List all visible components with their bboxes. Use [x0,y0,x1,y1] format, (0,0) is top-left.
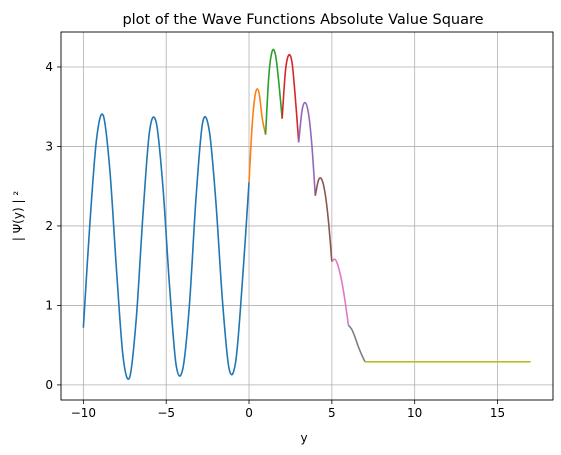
y-tick-label: 0 [45,378,53,392]
series-line-1 [82,113,250,380]
series-line-8 [347,324,366,363]
y-tick-label: 1 [45,298,53,312]
x-tick-label: −5 [157,406,175,420]
x-axis-label: y [300,431,307,445]
y-tick-label: 2 [45,219,53,233]
chart-title: plot of the Wave Functions Absolute Valu… [122,12,483,28]
series-line-4 [281,53,300,143]
series-line-5 [297,101,317,196]
x-tick-label: 0 [245,406,253,420]
y-tick-label: 3 [45,139,53,153]
series-line-2 [248,88,267,183]
y-tick-label: 4 [45,60,53,74]
x-tick-label: 15 [490,406,505,420]
axes-frame [60,31,554,401]
x-tick-label: 5 [328,406,336,420]
y-axis-label: | Ψ(y) | ² [11,191,25,241]
y-axis-ticks: 0 1 2 3 4 [45,60,61,392]
series-line-6 [314,177,333,262]
plot-series [82,48,531,380]
series-line-3 [264,48,283,135]
x-tick-label: −10 [71,406,96,420]
x-axis-ticks: −10 −5 0 5 10 15 [71,400,505,420]
x-tick-label: 10 [407,406,422,420]
grid-lines [61,32,553,400]
series-line-7 [331,258,350,326]
